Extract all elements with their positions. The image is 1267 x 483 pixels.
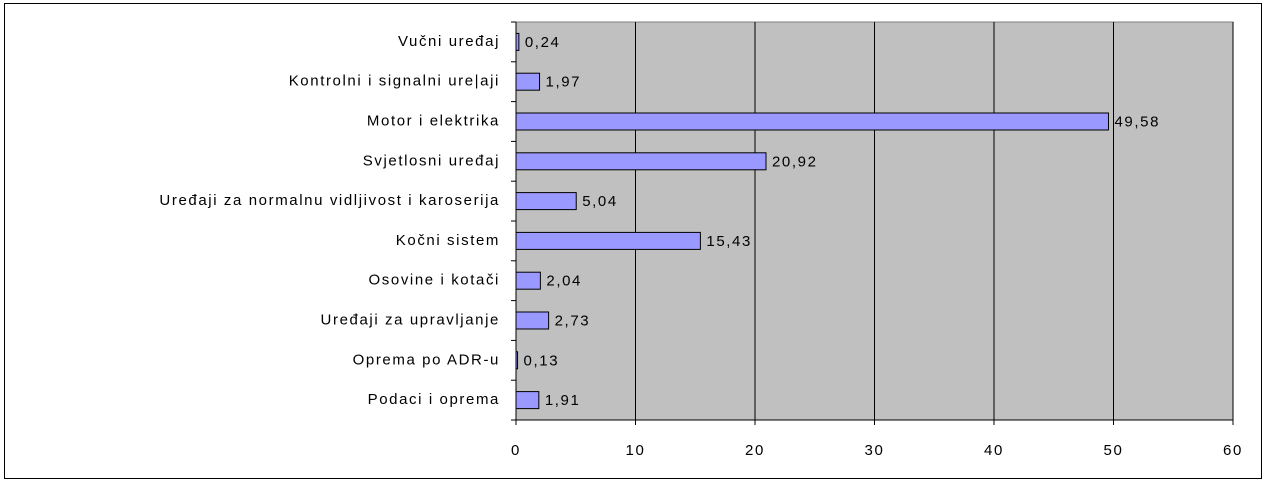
bar [515,271,541,290]
value-label: 49,58 [1114,113,1160,130]
bar [515,351,519,370]
bar [515,311,550,330]
value-label: 15,43 [706,233,752,250]
value-label: 20,92 [772,153,818,170]
y-tick-label: Uređaji za upravljanje [321,311,500,328]
x-tick-label: 30 [865,442,885,459]
y-tick-label: Kočni sistem [396,232,500,249]
y-tick-label: Podaci i oprema [368,391,500,408]
value-label: 2,73 [555,312,591,329]
value-label: 1,91 [545,392,581,409]
y-tick-label: Svjetlosni uređaj [363,152,500,169]
y-tick-label: Oprema po ADR-u [353,351,500,368]
bar [515,32,520,51]
bar [515,391,540,410]
x-tick-label: 50 [1104,442,1124,459]
x-tick-label: 20 [745,442,765,459]
bar [515,72,541,91]
y-tick-label: Motor i elektrika [367,112,500,129]
y-tick-label: Kontrolni i signalni ure|aji [289,73,500,90]
y-tick-label: Uređaji za normalnu vidljivost i karoser… [159,192,500,209]
x-tick-label: 0 [511,442,521,459]
value-label: 1,97 [546,74,582,91]
x-tick-label: 10 [626,442,646,459]
value-label: 0,24 [525,34,561,51]
x-tick-label: 40 [984,442,1004,459]
value-label: 0,13 [524,352,560,369]
y-tick-label: Osovine i kotači [369,272,500,289]
y-tick-label: Vučni uređaj [398,33,500,50]
bar [515,112,1109,131]
x-tick-label: 60 [1223,442,1243,459]
bar [515,192,577,211]
value-label: 2,04 [546,273,582,290]
bar [515,152,767,171]
value-label: 5,04 [582,193,618,210]
bar [515,231,701,250]
